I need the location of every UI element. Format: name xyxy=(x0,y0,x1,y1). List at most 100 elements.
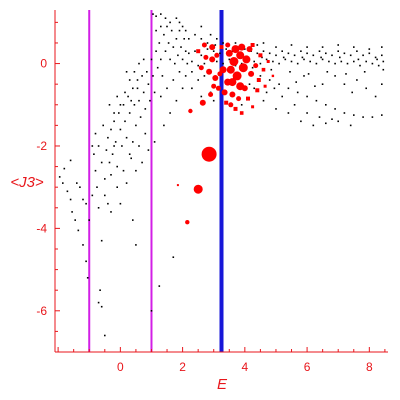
black-data-point xyxy=(320,56,322,59)
black-data-point xyxy=(212,50,215,52)
black-data-point xyxy=(110,211,112,213)
black-data-point xyxy=(172,46,175,48)
black-data-point xyxy=(128,153,131,155)
black-data-point xyxy=(374,56,377,59)
red-data-point xyxy=(239,111,244,115)
red-data-point xyxy=(241,85,248,92)
black-data-point xyxy=(287,112,290,114)
black-data-point xyxy=(71,211,73,213)
black-data-point xyxy=(181,58,184,61)
red-data-point xyxy=(193,184,203,194)
black-data-point xyxy=(183,38,185,40)
black-data-point xyxy=(142,91,145,94)
black-data-point xyxy=(114,141,117,143)
black-data-point xyxy=(184,75,187,77)
black-data-point xyxy=(102,124,104,127)
black-data-point xyxy=(86,277,89,279)
black-data-point xyxy=(349,124,352,127)
black-data-point xyxy=(194,33,196,36)
black-data-point xyxy=(136,87,139,90)
black-data-point xyxy=(116,95,118,98)
black-data-point xyxy=(85,260,87,263)
black-data-point xyxy=(203,75,206,77)
black-data-point xyxy=(99,289,101,291)
black-data-point xyxy=(130,99,132,102)
black-data-point xyxy=(119,202,122,205)
black-data-point xyxy=(69,159,72,162)
red-data-point xyxy=(231,45,240,54)
red-points xyxy=(176,42,275,225)
black-data-point xyxy=(79,186,81,188)
black-data-point xyxy=(371,62,374,65)
black-data-point xyxy=(209,33,212,36)
red-data-point xyxy=(226,65,235,74)
black-data-point xyxy=(365,60,367,63)
black-data-point xyxy=(94,169,97,172)
black-data-point xyxy=(152,75,154,77)
black-data-point xyxy=(153,91,156,94)
black-data-point xyxy=(265,58,268,61)
black-data-point xyxy=(170,29,173,32)
black-data-point xyxy=(287,87,290,90)
black-data-point xyxy=(100,239,103,242)
black-data-point xyxy=(228,58,231,61)
red-data-point xyxy=(225,42,231,48)
black-data-point xyxy=(278,83,280,85)
black-data-point xyxy=(82,198,84,201)
black-data-point xyxy=(300,120,302,123)
black-data-point xyxy=(376,58,378,61)
red-data-point xyxy=(261,67,266,72)
black-data-point xyxy=(152,13,154,15)
red-data-point xyxy=(208,92,214,97)
red-data-point xyxy=(185,220,190,225)
black-data-point xyxy=(351,91,353,94)
black-data-point xyxy=(356,79,358,81)
red-data-point xyxy=(196,49,201,54)
black-data-point xyxy=(116,165,118,168)
black-data-point xyxy=(62,182,64,184)
axes xyxy=(54,10,388,353)
black-data-point xyxy=(197,64,199,67)
black-data-point xyxy=(191,60,193,63)
black-data-point xyxy=(284,58,287,61)
black-data-point xyxy=(325,122,327,125)
red-data-point xyxy=(203,54,209,60)
black-data-point xyxy=(303,58,305,61)
black-data-point xyxy=(253,87,255,90)
red-data-point xyxy=(176,184,179,187)
black-data-point xyxy=(381,54,383,57)
black-data-point xyxy=(251,66,254,69)
black-data-point xyxy=(172,79,175,81)
black-data-point xyxy=(66,190,69,193)
black-data-point xyxy=(191,71,193,73)
red-data-point xyxy=(201,42,207,48)
black-data-point xyxy=(147,149,150,151)
red-data-point xyxy=(219,66,227,74)
black-data-point xyxy=(312,54,315,57)
black-data-point xyxy=(158,285,161,287)
black-data-point xyxy=(118,112,120,114)
black-data-point xyxy=(381,83,383,85)
black-data-point xyxy=(97,207,100,209)
black-data-point xyxy=(287,52,290,55)
black-data-point xyxy=(104,194,106,197)
black-data-point xyxy=(296,91,299,94)
black-data-point xyxy=(178,71,181,73)
black-data-point xyxy=(180,46,182,48)
black-data-point xyxy=(128,112,131,114)
vertical-lines xyxy=(88,10,224,352)
black-data-point xyxy=(150,58,153,61)
black-data-point xyxy=(188,52,190,55)
black-data-point xyxy=(174,62,176,65)
black-data-point xyxy=(337,120,339,123)
red-data-point xyxy=(229,57,239,66)
black-data-point xyxy=(200,95,203,98)
black-data-point xyxy=(155,29,157,32)
black-data-point xyxy=(163,33,165,36)
black-data-point xyxy=(356,50,358,52)
black-data-point xyxy=(214,44,217,46)
black-data-point xyxy=(76,182,78,184)
black-data-point xyxy=(175,38,178,40)
black-data-point xyxy=(135,244,137,246)
